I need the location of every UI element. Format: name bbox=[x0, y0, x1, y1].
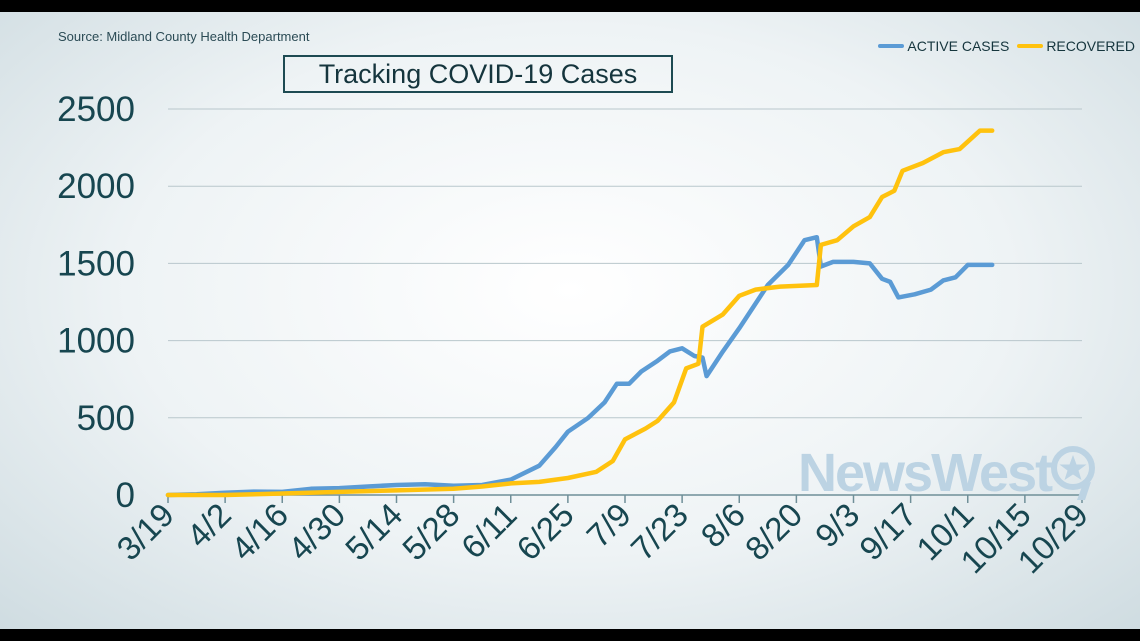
line-chart: 050010001500200025003/194/24/164/305/145… bbox=[57, 90, 1095, 580]
series-line-active-cases bbox=[165, 234, 995, 498]
chart-title: Tracking COVID-19 Cases bbox=[283, 55, 673, 93]
y-tick-label: 2500 bbox=[57, 90, 135, 129]
x-tick-label: 5/28 bbox=[395, 496, 467, 568]
legend: ACTIVE CASES RECOVERED bbox=[878, 38, 1135, 54]
texas-star-icon bbox=[1051, 446, 1096, 500]
y-tick-label: 0 bbox=[116, 476, 135, 515]
y-tick-label: 2000 bbox=[57, 167, 135, 206]
legend-swatch-recovered bbox=[1017, 44, 1044, 48]
legend-label-recovered: RECOVERED bbox=[1046, 38, 1135, 54]
y-tick-label: 1000 bbox=[57, 322, 135, 361]
x-tick-label: 8/20 bbox=[738, 496, 810, 568]
legend-item-recovered: RECOVERED bbox=[1017, 38, 1135, 54]
y-tick-label: 1500 bbox=[57, 244, 135, 283]
source-note: Source: Midland County Health Department bbox=[58, 29, 310, 44]
x-tick-label: 7/23 bbox=[623, 496, 695, 568]
x-tick-label: 4/16 bbox=[224, 496, 296, 568]
series-line-recovered bbox=[165, 128, 995, 498]
legend-swatch-active bbox=[878, 44, 905, 48]
legend-item-active: ACTIVE CASES bbox=[878, 38, 1009, 54]
x-tick-label: 6/25 bbox=[509, 496, 581, 568]
y-tick-label: 500 bbox=[77, 399, 135, 438]
x-tick-label: 6/11 bbox=[454, 496, 524, 566]
chart-frame: 0 500 1000 1500 2000 2500 3/19 4/2 4/16 4/30 5/14 5… bbox=[0, 12, 1140, 629]
logo-text: NewsWest bbox=[798, 443, 1053, 503]
newswest-logo: NewsWest bbox=[798, 442, 1097, 504]
x-tick-label: 5/14 bbox=[338, 496, 410, 568]
legend-label-active: ACTIVE CASES bbox=[907, 38, 1010, 54]
x-tick-label: 9/17 bbox=[852, 496, 924, 568]
x-tick-label: 4/30 bbox=[281, 496, 353, 568]
